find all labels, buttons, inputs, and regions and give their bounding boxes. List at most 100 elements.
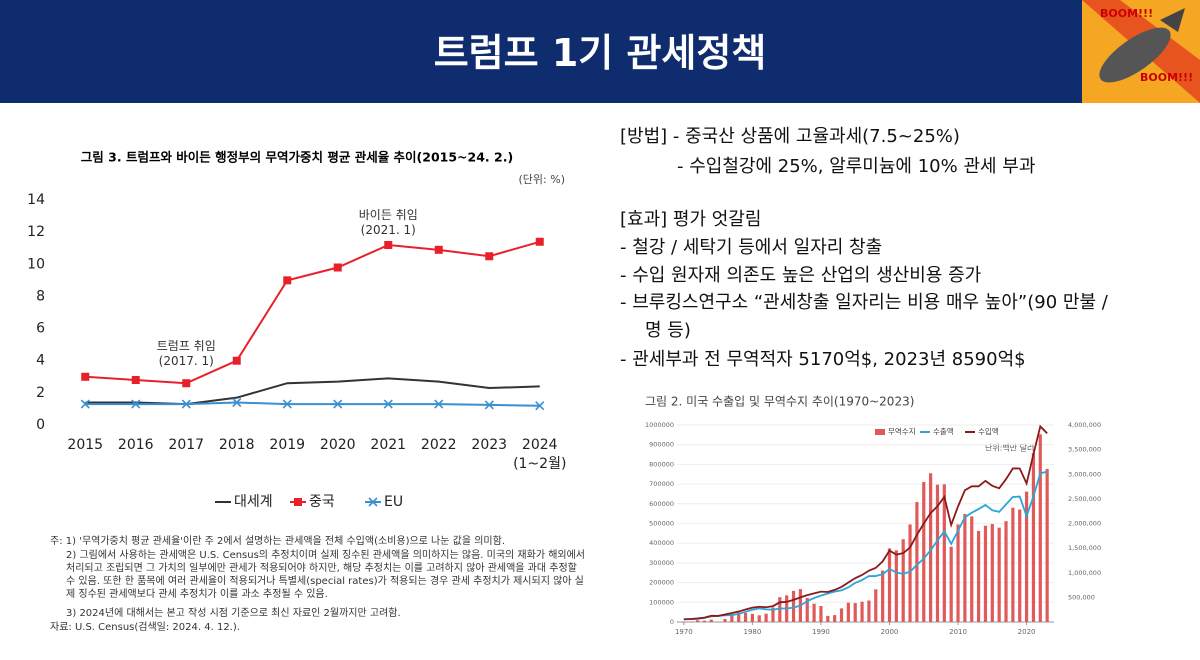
- note: 2) 그림에서 사용하는 관세액은 U.S. Census의 추정치이며 실제 …: [66, 550, 585, 600]
- series-line: [85, 401, 540, 407]
- x-tick-label: 2024 (1~2월): [513, 437, 567, 472]
- y-tick-label: 0: [670, 618, 674, 626]
- bar: [1004, 521, 1008, 622]
- bar: [922, 481, 926, 622]
- marker: [282, 399, 292, 409]
- badge-text: BOOM!!!: [1100, 7, 1153, 20]
- series-line: [85, 377, 540, 406]
- x-tick-label: 2000: [881, 628, 899, 636]
- marker: [434, 399, 444, 409]
- y2-tick-label: 3,500,000: [1068, 446, 1101, 454]
- bar: [881, 570, 885, 622]
- bar: [977, 530, 981, 622]
- marker: [535, 237, 544, 246]
- y2-tick-label: 3,000,000: [1068, 470, 1101, 478]
- note: 주: 1) '무역가중치 평균 관세율'이란 주 2에서 설명하는 관세액을 전…: [50, 536, 505, 547]
- bullet: [방법] - 중국산 상품에 고율과세(7.5~25%): [620, 126, 960, 147]
- unit-label: 단위:백만 달러: [985, 443, 1034, 453]
- bar: [949, 546, 953, 622]
- bar: [764, 613, 768, 622]
- marker: [80, 399, 90, 409]
- bar: [750, 613, 754, 622]
- bar: [695, 620, 700, 622]
- x-tick-label: 1990: [812, 628, 830, 636]
- y-tick-label: 14: [27, 192, 45, 208]
- marker: [484, 400, 494, 410]
- marker: [182, 379, 191, 388]
- y-tick-label: 2: [36, 385, 45, 401]
- bar: [1018, 509, 1022, 622]
- x-tick-label: 1980: [743, 628, 761, 636]
- legend-label: 중국: [309, 494, 335, 510]
- marker: [333, 263, 342, 272]
- note: 3) 2024년에 대해서는 본고 작성 시점 기준으로 최신 자료인 2월까지…: [66, 608, 401, 619]
- bar: [757, 615, 761, 622]
- x-tick-label: 2020: [319, 437, 356, 453]
- marker: [232, 397, 242, 408]
- marker: [333, 399, 343, 409]
- x-tick-label: 2017: [168, 437, 205, 453]
- legend-label: 수출액: [933, 426, 954, 436]
- y-tick-label: 200000: [649, 579, 674, 587]
- y-tick-label: 300000: [649, 559, 674, 567]
- y-tick-label: 12: [27, 224, 45, 240]
- bar: [778, 597, 782, 622]
- bar: [983, 525, 988, 622]
- bar: [1045, 468, 1049, 622]
- marker: [434, 245, 443, 254]
- legend-label: 수입액: [978, 426, 999, 436]
- bar: [935, 484, 940, 622]
- bar: [743, 612, 748, 622]
- bar: [805, 597, 809, 622]
- bullet: - 수입 원자재 의존도 높은 산업의 생산비용 증가: [620, 265, 982, 286]
- marker: [384, 241, 393, 249]
- y-tick-label: 900000: [649, 441, 674, 449]
- annotation: 트럼프 취임 (2017. 1): [156, 338, 216, 368]
- y-tick-label: 1000000: [645, 421, 674, 429]
- bar: [874, 589, 878, 622]
- y-tick-label: 600000: [649, 500, 674, 508]
- bullet: - 관세부과 전 무역적자 5170억$, 2023년 8590억$: [620, 349, 1026, 370]
- annotation: 바이든 취임 (2021. 1): [358, 208, 418, 238]
- unit-label: (단위: %): [519, 173, 565, 186]
- marker: [131, 399, 141, 409]
- bar: [819, 606, 823, 622]
- marker: [232, 356, 241, 365]
- legend-swatch: [875, 429, 885, 435]
- bar: [839, 608, 844, 622]
- bullet: - 철강 / 세탁기 등에서 일자리 창출: [620, 237, 883, 258]
- marker: [535, 401, 545, 411]
- marker: [283, 276, 292, 285]
- bar: [997, 527, 1001, 622]
- marker: [485, 252, 494, 261]
- y-tick-label: 10: [27, 256, 45, 272]
- y2-tick-label: 1,000,000: [1068, 569, 1101, 577]
- bar: [1031, 452, 1036, 622]
- bar: [1011, 507, 1015, 622]
- x-tick-label: 2019: [269, 437, 306, 453]
- bar: [990, 524, 994, 622]
- y-tick-label: 500000: [649, 520, 674, 528]
- y-tick-label: 700000: [649, 480, 674, 488]
- bar: [853, 603, 857, 622]
- bar: [970, 516, 974, 622]
- slide-title: 트럼프 1기 관세정책: [433, 31, 767, 75]
- bar: [812, 603, 816, 622]
- bar: [1038, 434, 1042, 622]
- bar: [682, 622, 686, 623]
- bar: [894, 550, 898, 622]
- bullet: - 브루킹스연구소 “관세창출 일자리는 비용 매우 높아”(90 만불 / 명…: [620, 292, 1108, 341]
- note: 자료: U.S. Census(검색일: 2024. 4. 12.).: [50, 622, 240, 633]
- chart-title: 그림 2. 미국 수출입 및 무역수지 추이(1970~2023): [645, 395, 914, 409]
- bomb-fin: [1160, 8, 1185, 32]
- x-tick-label: 2016: [117, 437, 154, 453]
- bar: [963, 514, 967, 622]
- y-tick-label: 800000: [649, 460, 674, 468]
- y2-tick-label: 500,000: [1068, 593, 1095, 601]
- x-tick-label: 2015: [67, 437, 104, 453]
- marker: [181, 399, 191, 409]
- bar: [702, 620, 707, 622]
- bar: [908, 524, 912, 622]
- y2-tick-label: 4,000,000: [1068, 421, 1101, 429]
